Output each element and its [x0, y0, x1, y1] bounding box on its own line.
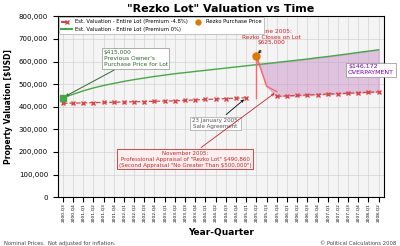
Text: $146,172
OVERPAYMENT: $146,172 OVERPAYMENT — [348, 64, 394, 75]
Y-axis label: Property Valuation [$USD]: Property Valuation [$USD] — [4, 49, 13, 164]
X-axis label: Year-Quarter: Year-Quarter — [188, 228, 254, 237]
Title: "Rezko Lot" Valuation vs Time: "Rezko Lot" Valuation vs Time — [127, 4, 314, 14]
Legend: Est. Valuation - Entire Lot (Premium -4.8%), Est. Valuation - Entire Lot (Premiu: Est. Valuation - Entire Lot (Premium -4.… — [59, 17, 264, 34]
Text: Nominal Prices.  Not adjusted for inflation.: Nominal Prices. Not adjusted for inflati… — [4, 241, 116, 246]
Text: November 2005:
Professional Appraisal of "Rezko Lot" $490,860
(Second Appraisal : November 2005: Professional Appraisal of… — [119, 94, 274, 168]
Text: © Political Calculations 2008: © Political Calculations 2008 — [320, 241, 396, 246]
Text: 15 June 2005:
Rezko Closes on Lot
$625,000: 15 June 2005: Rezko Closes on Lot $625,0… — [242, 29, 301, 53]
Text: $415,000
Previous Owner's
Purchase Price for Lot: $415,000 Previous Owner's Purchase Price… — [66, 50, 168, 96]
Text: 23 January 2005:
Sale Agreement: 23 January 2005: Sale Agreement — [192, 100, 243, 129]
